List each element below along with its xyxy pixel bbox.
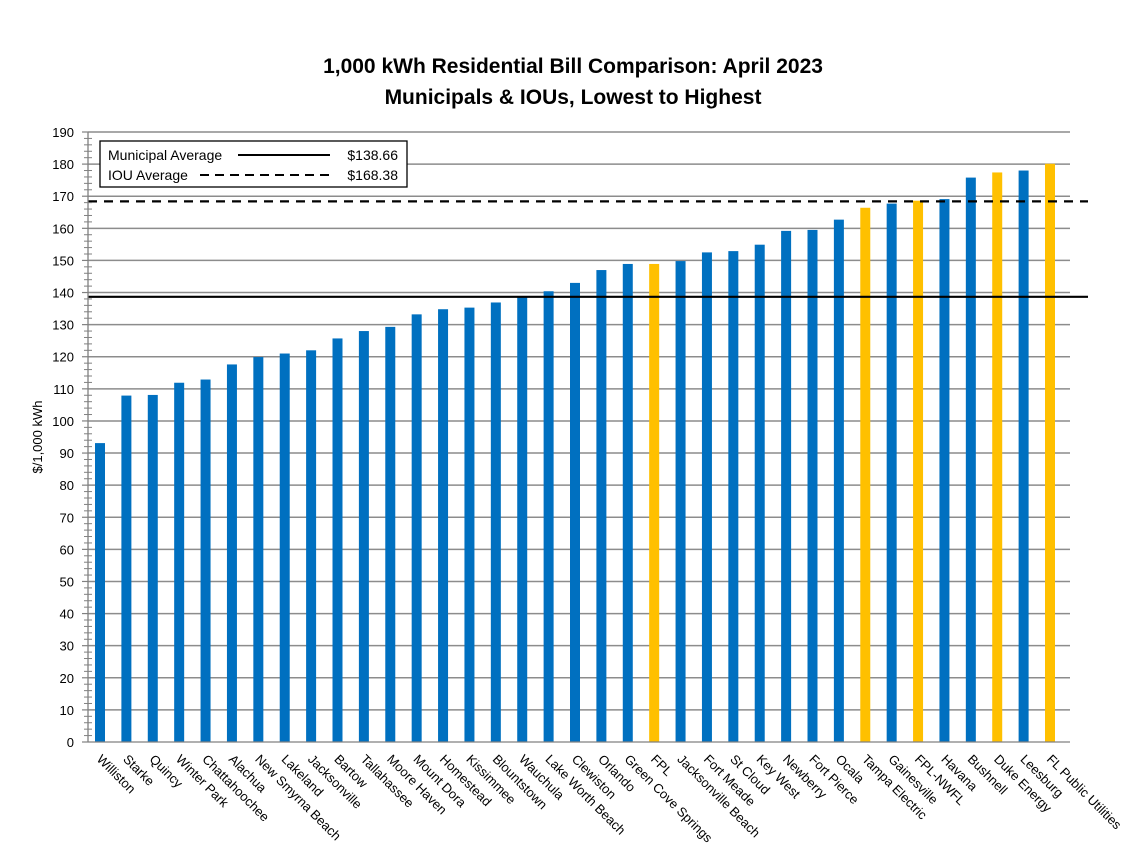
bar-clewiston xyxy=(570,282,580,742)
bar-jacksonville xyxy=(306,350,317,742)
bar-fpl xyxy=(649,263,660,742)
bar-homestead xyxy=(438,309,449,742)
bar-fort-meade xyxy=(701,252,712,743)
y-tick-label: 60 xyxy=(60,542,74,557)
bar-chattahoochee xyxy=(200,379,211,742)
bar-tampa-electric xyxy=(860,207,871,742)
y-tick-label: 160 xyxy=(52,221,74,236)
y-tick-label: 40 xyxy=(60,607,74,622)
bar-quincy xyxy=(147,394,158,742)
bar-tallahassee xyxy=(358,331,369,742)
legend-municipal-label: Municipal Average xyxy=(108,147,222,163)
bar-leesburg xyxy=(1018,170,1029,743)
y-tick-label: 140 xyxy=(52,286,74,301)
y-tick-label: 130 xyxy=(52,318,74,333)
bar-moore-haven xyxy=(385,326,396,742)
bar-fpl-nwfl xyxy=(913,200,924,742)
bar-blountstown xyxy=(490,302,501,742)
y-tick-label: 150 xyxy=(52,253,74,268)
legend: Municipal Average $138.66 IOU Average $1… xyxy=(99,140,408,188)
chart-subtitle: Municipals & IOUs, Lowest to Highest xyxy=(385,86,762,109)
bar-wauchula xyxy=(517,296,528,742)
bar-havana xyxy=(939,199,950,743)
legend-municipal-value: $138.66 xyxy=(347,147,398,163)
y-tick-label: 80 xyxy=(60,478,74,493)
bars xyxy=(95,163,1055,743)
chart-title: 1,000 kWh Residential Bill Comparison: A… xyxy=(323,55,823,78)
bar-green-cove-springs xyxy=(622,263,633,742)
y-axis: 0 10 20 30 40 50 60 70 80 90 100 110 120 130 140 150 160… xyxy=(52,125,1070,750)
legend-box xyxy=(99,140,408,188)
y-tick-label: 170 xyxy=(52,189,74,204)
bar-bartow xyxy=(332,338,343,742)
bar-alachua xyxy=(226,364,237,742)
y-tick-label: 190 xyxy=(52,125,74,140)
legend-iou-label: IOU Average xyxy=(108,167,188,183)
y-tick-label: 100 xyxy=(52,414,74,429)
bar-newberry xyxy=(781,230,792,742)
bar-lakeland xyxy=(279,353,290,742)
bar-winter-park xyxy=(174,382,185,742)
bar-st-cloud xyxy=(728,251,739,742)
bar-bushnell xyxy=(965,177,976,742)
bar-new-smyrna-beach xyxy=(253,357,264,742)
y-tick-label: 120 xyxy=(52,350,74,365)
bar-mount-dora xyxy=(411,314,422,742)
reference-lines xyxy=(88,200,1088,298)
legend-iou-value: $168.38 xyxy=(347,167,398,183)
bar-fort-pierce xyxy=(807,229,818,743)
y-tick-label: 50 xyxy=(60,574,74,589)
bar-fl-public-utilities xyxy=(1045,163,1055,743)
bar-starke xyxy=(121,395,132,742)
y-tick-label: 90 xyxy=(60,446,74,461)
y-tick-label: 30 xyxy=(60,639,74,654)
bar-orlando xyxy=(596,270,607,742)
bar-lake-worth-beach xyxy=(543,291,554,742)
y-tick-label: 20 xyxy=(60,671,74,686)
y-tick-label: 0 xyxy=(67,735,74,750)
bar-kissimmee xyxy=(464,307,475,742)
bar-williston xyxy=(95,443,105,742)
bar-jacksonville-beach xyxy=(675,261,686,742)
y-tick-label: 180 xyxy=(52,157,74,172)
bar-gainesville xyxy=(886,203,897,743)
bar-key-west xyxy=(754,244,765,743)
bar-ocala xyxy=(833,219,844,743)
y-tick-label: 10 xyxy=(60,703,74,718)
y-axis-label: $/1,000 kWh xyxy=(30,401,45,474)
bar-duke-energy xyxy=(992,172,1003,742)
y-tick-label: 110 xyxy=(53,382,74,397)
y-tick-label: 70 xyxy=(60,510,74,525)
